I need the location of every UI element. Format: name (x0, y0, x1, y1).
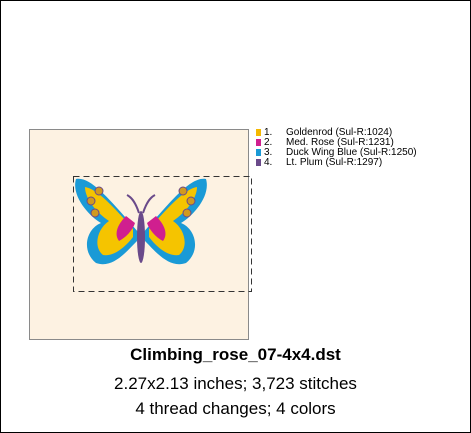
thread-swatch (256, 129, 261, 136)
thread-swatch (256, 149, 261, 156)
size-info: 2.27x2.13 inches; 3,723 stitches (1, 374, 470, 394)
thread-swatch (256, 159, 261, 166)
thread-swatch (256, 139, 261, 146)
thread-number: 4. (264, 158, 272, 168)
file-name: Climbing_rose_07-4x4.dst (1, 345, 470, 365)
design-preview (1, 1, 470, 432)
color-info: 4 thread changes; 4 colors (1, 399, 470, 419)
design-card: 1.Goldenrod (Sul-R:1024)2.Med. Rose (Sul… (0, 0, 471, 433)
thread-name: Lt. Plum (Sul-R:1297) (286, 158, 382, 168)
